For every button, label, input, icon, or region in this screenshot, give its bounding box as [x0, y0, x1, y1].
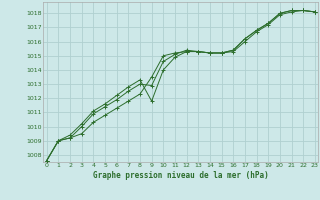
X-axis label: Graphe pression niveau de la mer (hPa): Graphe pression niveau de la mer (hPa) [93, 171, 269, 180]
